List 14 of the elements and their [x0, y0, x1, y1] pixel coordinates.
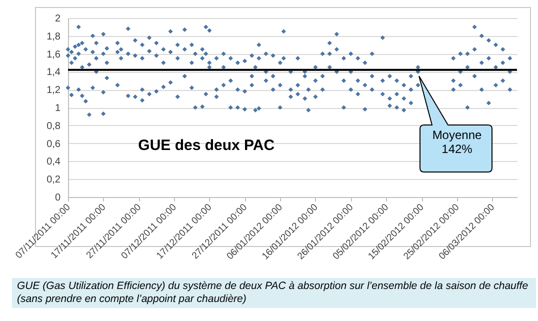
y-tick-label: 2 [54, 14, 61, 24]
y-tick-label: 0,8 [46, 120, 61, 132]
y-tick-label: 0 [54, 192, 61, 204]
text: GUE (Gas Utilization Efficiency) du système de deux PAC à absorption sur l’ensemble de la saison de chauffe (sans prendre en compte l’appoint par chaudière) [12, 278, 536, 308]
text: GUE des deux PAC [138, 137, 275, 154]
y-tick-label: 1,4 [46, 67, 61, 78]
y-tick-label: 1 [54, 103, 61, 114]
y-tick-label: 0,2 [46, 174, 61, 186]
y-tick-label: 1,8 [46, 31, 61, 42]
y-tick-label: 1,6 [46, 49, 61, 60]
ref-line-label: Moyenne 142% [431, 128, 483, 156]
y-tick-label: 0,6 [46, 138, 61, 150]
y-tick-label: 1,2 [46, 85, 61, 96]
y-tick-label: 0,4 [46, 156, 61, 168]
